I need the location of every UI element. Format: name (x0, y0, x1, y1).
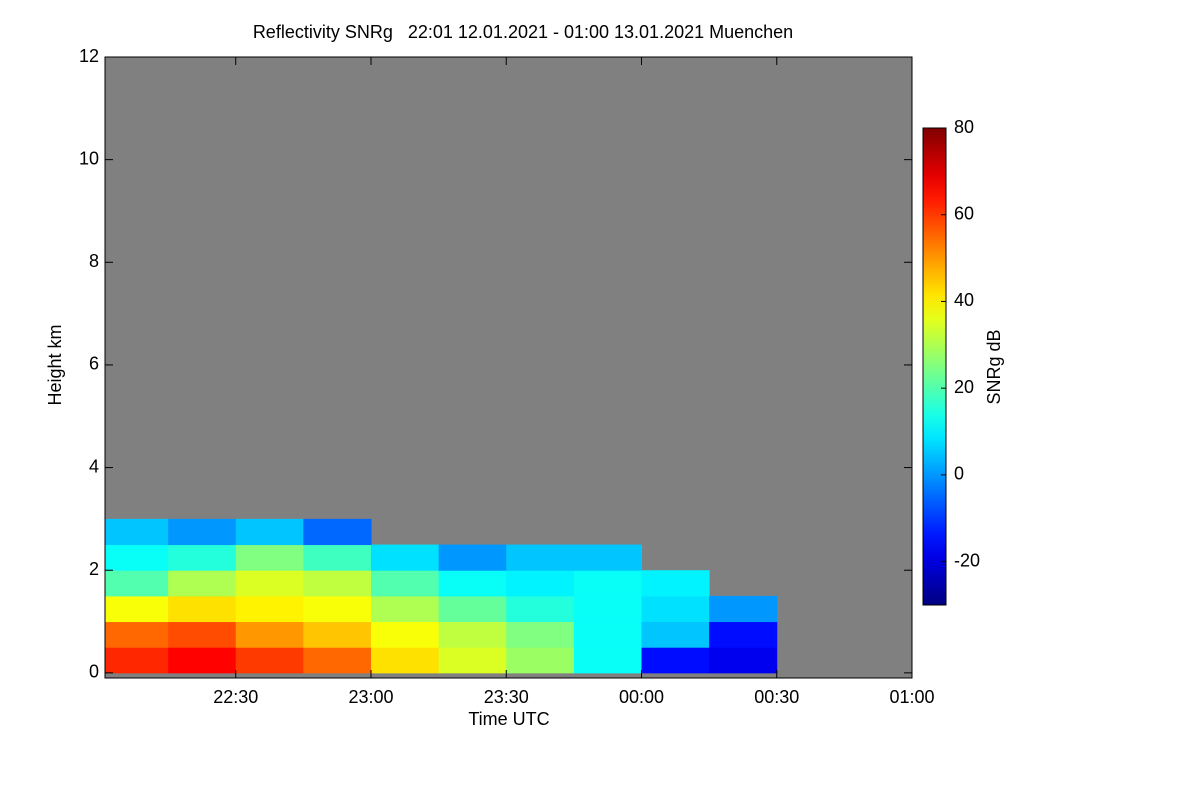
heatmap-cell (641, 570, 710, 597)
x-tick-label: 23:30 (484, 687, 529, 707)
heatmap-cell (370, 621, 440, 648)
heatmap-cell (709, 647, 778, 674)
chart-title: Reflectivity SNRg 22:01 12.01.2021 - 01:… (253, 22, 793, 42)
heatmap-cell (573, 647, 642, 674)
heatmap-cell (438, 621, 507, 648)
heatmap-cell (168, 621, 237, 648)
x-tick-label: 23:00 (348, 687, 393, 707)
heatmap-cell (105, 595, 169, 623)
heatmap-cell (506, 595, 575, 623)
heatmap-cell (506, 621, 575, 648)
colorbar-tick-label: 20 (954, 377, 974, 397)
heatmap-cell (168, 544, 237, 571)
heatmap-cell (506, 544, 575, 571)
y-tick-label: 8 (89, 251, 99, 271)
heatmap-cell (105, 570, 169, 597)
heatmap-cell (235, 647, 304, 674)
colorbar (922, 127, 947, 606)
heatmap-cell (235, 544, 304, 571)
colorbar-tick-label: -20 (954, 550, 980, 570)
heatmap-cell (168, 647, 237, 674)
colorbar-tick-label: 80 (954, 117, 974, 137)
x-tick-label: 00:00 (619, 687, 664, 707)
heatmap-cell (641, 647, 710, 674)
heatmap-cell (303, 518, 372, 546)
heatmap-cell (506, 647, 575, 674)
heatmap-cell (370, 647, 440, 674)
heatmap-cell (303, 570, 372, 597)
heatmap-cell (573, 570, 642, 597)
heatmap-cell (370, 570, 440, 597)
heatmap-cell (168, 518, 237, 546)
heatmap-cell (573, 544, 642, 571)
heatmap-cell (438, 544, 507, 571)
heatmap-cell (303, 544, 372, 571)
heatmap-cell (506, 570, 575, 597)
heatmap-cell (438, 595, 507, 623)
y-tick-label: 6 (89, 354, 99, 374)
y-tick-label: 2 (89, 559, 99, 579)
colorbar-label: SNRg dB (984, 329, 1004, 404)
heatmap-cell (235, 518, 304, 546)
heatmap-cell (105, 544, 169, 571)
colorbar-tick-label: 40 (954, 290, 974, 310)
x-tick-label: 22:30 (213, 687, 258, 707)
heatmap-cell (641, 595, 710, 623)
y-tick-label: 0 (89, 662, 99, 682)
heatmap-cell (709, 621, 778, 648)
y-axis-label: Height km (45, 324, 65, 405)
heatmap-cell (105, 647, 169, 674)
heatmap-cell (370, 544, 440, 571)
heatmap-cell (438, 570, 507, 597)
heatmap-cell (303, 647, 372, 674)
heatmap-cell (235, 595, 304, 623)
colorbar-tick-label: 60 (954, 203, 974, 223)
heatmap-cell (105, 518, 169, 546)
heatmap-cell (235, 621, 304, 648)
plot-frame (104, 56, 913, 679)
x-axis-label: Time UTC (468, 709, 549, 729)
x-tick-label: 00:30 (754, 687, 799, 707)
y-tick-label: 10 (79, 148, 99, 168)
heatmap-cell (709, 595, 778, 623)
heatmap-cell (168, 595, 237, 623)
heatmap-cell (105, 621, 169, 648)
y-tick-label: 4 (89, 456, 99, 476)
heatmap-cell (235, 570, 304, 597)
y-tick-label: 12 (79, 46, 99, 66)
heatmap-cell (370, 595, 440, 623)
heatmap-cell (303, 595, 372, 623)
x-tick-label: 01:00 (889, 687, 934, 707)
heatmap-cell (168, 570, 237, 597)
heatmap-cell (573, 595, 642, 623)
heatmap-cell (573, 621, 642, 648)
colorbar-tick-label: 0 (954, 464, 964, 484)
heatmap-cell (641, 621, 710, 648)
heatmap-cell (303, 621, 372, 648)
heatmap-cell (438, 647, 507, 674)
